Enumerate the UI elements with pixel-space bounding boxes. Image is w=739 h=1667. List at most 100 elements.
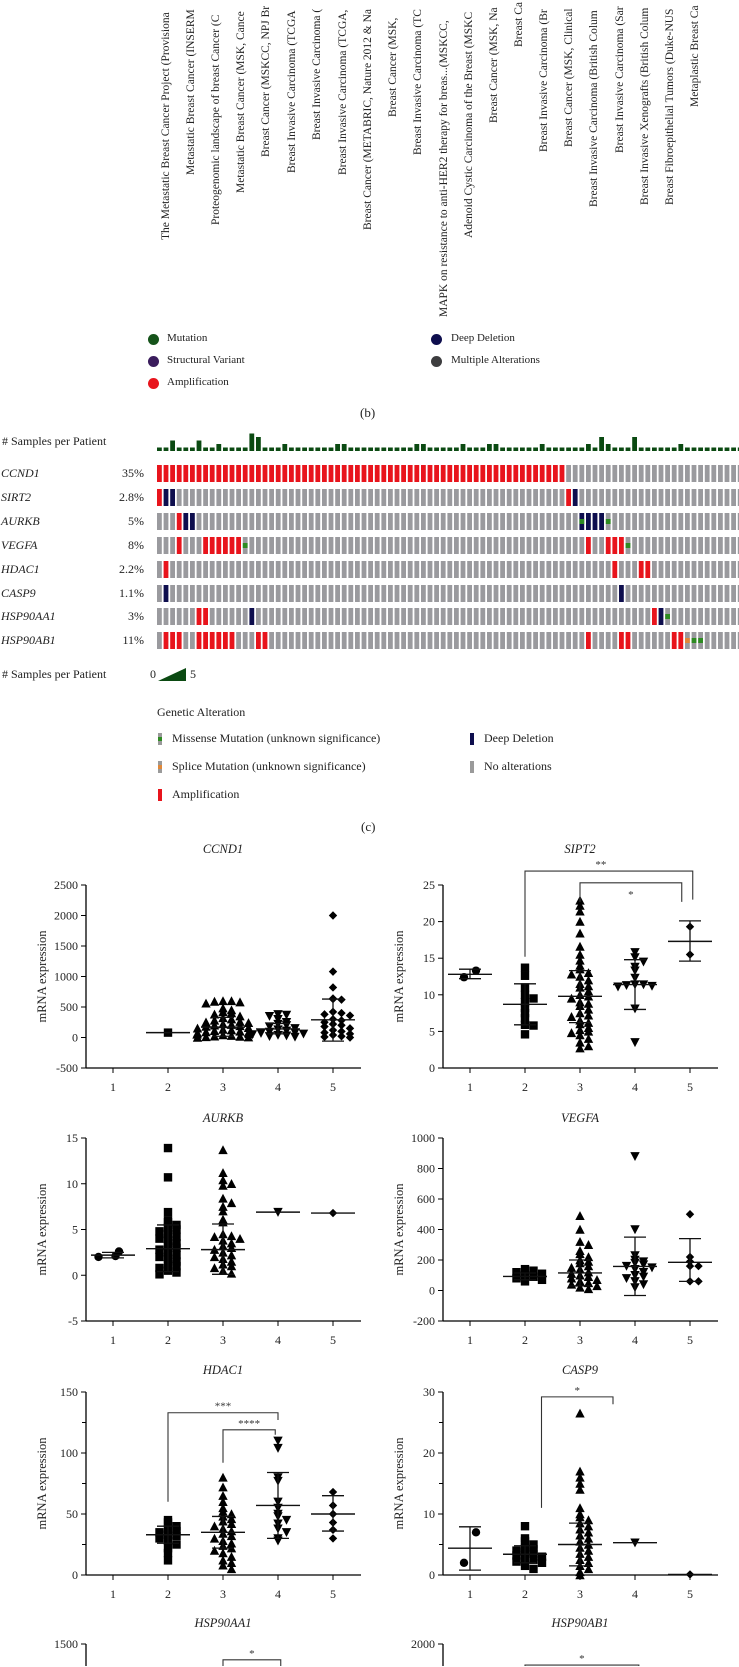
samples-per-patient-bar <box>289 447 294 451</box>
no-alteration-cell <box>157 608 162 625</box>
samples-per-patient-bar <box>209 447 215 451</box>
no-alteration-cell <box>242 489 248 506</box>
samples-per-patient-bar <box>315 447 321 451</box>
study-label: Breast Invasive Xenografts (British Colu… <box>639 8 651 205</box>
triangle-down-marker <box>264 1022 275 1032</box>
samples-per-patient-bar <box>381 447 387 451</box>
x-tick-label: 3 <box>220 1080 226 1094</box>
no-alteration-cell <box>612 465 618 482</box>
no-alteration-cell <box>685 465 690 482</box>
no-alteration-cell <box>401 561 406 578</box>
no-alteration-cell <box>718 537 723 554</box>
amplification-cell <box>229 537 235 554</box>
no-alteration-cell <box>566 608 571 625</box>
no-alteration-cell <box>341 489 347 506</box>
triangle-up-marker <box>235 1011 245 1021</box>
no-alteration-cell <box>731 585 736 602</box>
no-alteration-cell <box>348 513 354 530</box>
samples-per-patient-bar <box>355 447 360 451</box>
square-marker <box>512 1551 521 1560</box>
no-alteration-cell <box>632 513 637 530</box>
diamond-marker <box>328 983 338 992</box>
x-tick-label: 3 <box>577 1333 583 1347</box>
y-tick-label: 15 <box>423 951 435 965</box>
no-alteration-cell <box>361 608 367 625</box>
no-alteration-cell <box>473 513 479 530</box>
samples-per-patient-bar <box>704 447 710 451</box>
no-alteration-cell <box>506 537 512 554</box>
no-alteration-cell <box>157 632 162 649</box>
x-tick-label: 1 <box>110 1333 116 1347</box>
amplification-cell <box>295 465 301 482</box>
square-marker <box>512 1274 521 1283</box>
alteration-percent: 11% <box>122 633 144 647</box>
no-alteration-cell <box>539 608 545 625</box>
amplification-cell <box>262 632 268 649</box>
no-alteration-cell <box>361 561 367 578</box>
no-alteration-cell <box>671 465 677 482</box>
no-alteration-cell <box>592 465 598 482</box>
samples-per-patient-bar <box>190 447 195 451</box>
no-alteration-cell <box>163 608 169 625</box>
no-alteration-cell <box>447 585 453 602</box>
panel-label-b: (b) <box>360 405 376 420</box>
no-alteration-cell <box>407 585 413 602</box>
significance-label: *** <box>215 1401 232 1413</box>
no-alteration-cell <box>394 608 400 625</box>
y-tick-label: 0 <box>429 1061 435 1075</box>
no-alteration-cell <box>209 513 215 530</box>
samples-per-patient-bar <box>421 444 426 451</box>
square-marker <box>172 1232 181 1242</box>
no-alteration-cell <box>209 585 215 602</box>
triangle-up-marker <box>583 1272 594 1281</box>
triangle-up-marker <box>243 1032 254 1042</box>
samples-per-patient-bar <box>282 444 288 451</box>
no-alteration-cell <box>605 632 611 649</box>
no-alteration-cell <box>170 608 175 625</box>
no-alteration-cell <box>737 585 739 602</box>
no-alteration-cell <box>229 489 235 506</box>
no-alteration-cell <box>506 608 512 625</box>
triangle-up-marker <box>583 1010 594 1020</box>
no-alteration-cell <box>632 561 637 578</box>
no-alteration-cell <box>427 632 433 649</box>
y-axis-label: mRNA expression <box>392 1437 406 1530</box>
samples-per-patient-bar <box>163 447 169 451</box>
no-alteration-cell <box>275 489 281 506</box>
no-alteration-cell <box>698 537 703 554</box>
samples-per-patient-bar <box>176 447 182 451</box>
square-marker <box>172 1268 181 1277</box>
chart-title: CASP9 <box>562 1363 599 1377</box>
x-tick-label: 4 <box>275 1333 281 1347</box>
gene-label: VEGFA <box>1 538 38 552</box>
no-alteration-cell <box>506 561 512 578</box>
no-alteration-cell <box>348 537 354 554</box>
triangle-up-marker <box>583 1267 594 1277</box>
alteration-percent: 5% <box>128 514 144 528</box>
no-alteration-cell <box>374 608 380 625</box>
no-alteration-cell <box>190 537 195 554</box>
missense-mutation-mark <box>691 638 697 643</box>
no-alteration-cell <box>671 513 677 530</box>
no-alteration-cell <box>348 585 354 602</box>
no-alteration-cell <box>625 465 631 482</box>
no-alteration-cell <box>500 561 505 578</box>
samples-per-patient-bar <box>731 447 736 451</box>
samples-per-patient-bar <box>619 447 624 451</box>
y-tick-label: 600 <box>417 1192 435 1206</box>
triangle-up-marker <box>226 1526 237 1536</box>
no-alteration-cell <box>388 561 393 578</box>
no-alteration-cell <box>256 561 261 578</box>
amplification-cell <box>335 465 340 482</box>
significance-bracket <box>579 882 683 902</box>
no-alteration-cell <box>236 513 241 530</box>
no-alteration-cell <box>388 632 393 649</box>
no-alteration-cell <box>572 465 578 482</box>
no-alteration-cell <box>546 537 552 554</box>
no-alteration-cell <box>295 513 301 530</box>
amplification-cell <box>454 465 459 482</box>
no-alteration-cell <box>566 585 571 602</box>
diamond-marker <box>328 1487 338 1497</box>
square-marker <box>163 1556 173 1565</box>
